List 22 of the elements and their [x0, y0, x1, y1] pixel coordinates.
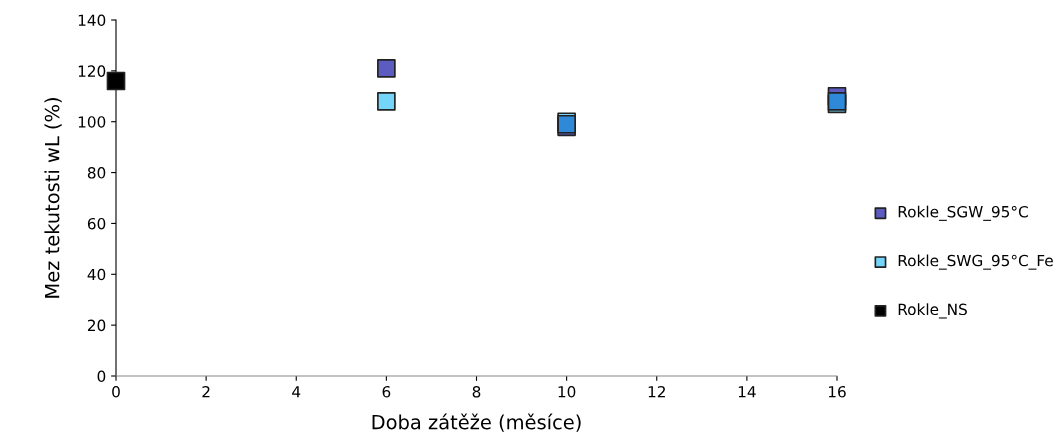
x-tick-label: 16: [828, 385, 846, 398]
x-tick-label: 2: [202, 385, 210, 398]
x-tick-label: 8: [472, 385, 481, 398]
y-tick-label: 0: [97, 370, 106, 383]
y-axis-title: Mez tekutosti wL (%): [44, 98, 62, 298]
y-tick-label: 60: [87, 217, 106, 230]
y-tick-label: 140: [78, 14, 106, 27]
x-tick-label: 10: [558, 385, 576, 398]
x-tick-label: 0: [112, 385, 120, 398]
y-tick-label: 40: [87, 268, 106, 281]
legend-label: Rokle_SWG_95°C_Fe: [898, 254, 1053, 270]
x-tick-label: 12: [648, 385, 665, 398]
legend-label: Rokle_SGW_95°C: [898, 205, 1028, 221]
y-tick-label: 20: [87, 319, 106, 332]
x-axis-title: Doba zátěže (měsíce): [372, 413, 581, 432]
x-tick-label: 6: [382, 385, 391, 398]
x-tick-label: 14: [738, 386, 756, 398]
legend-label: Rokle_NS: [898, 303, 967, 319]
y-tick-label: 80: [87, 167, 106, 179]
x-tick-label: 4: [292, 386, 301, 398]
y-tick-label: 120: [78, 65, 106, 77]
y-tick-label: 100: [78, 116, 106, 128]
